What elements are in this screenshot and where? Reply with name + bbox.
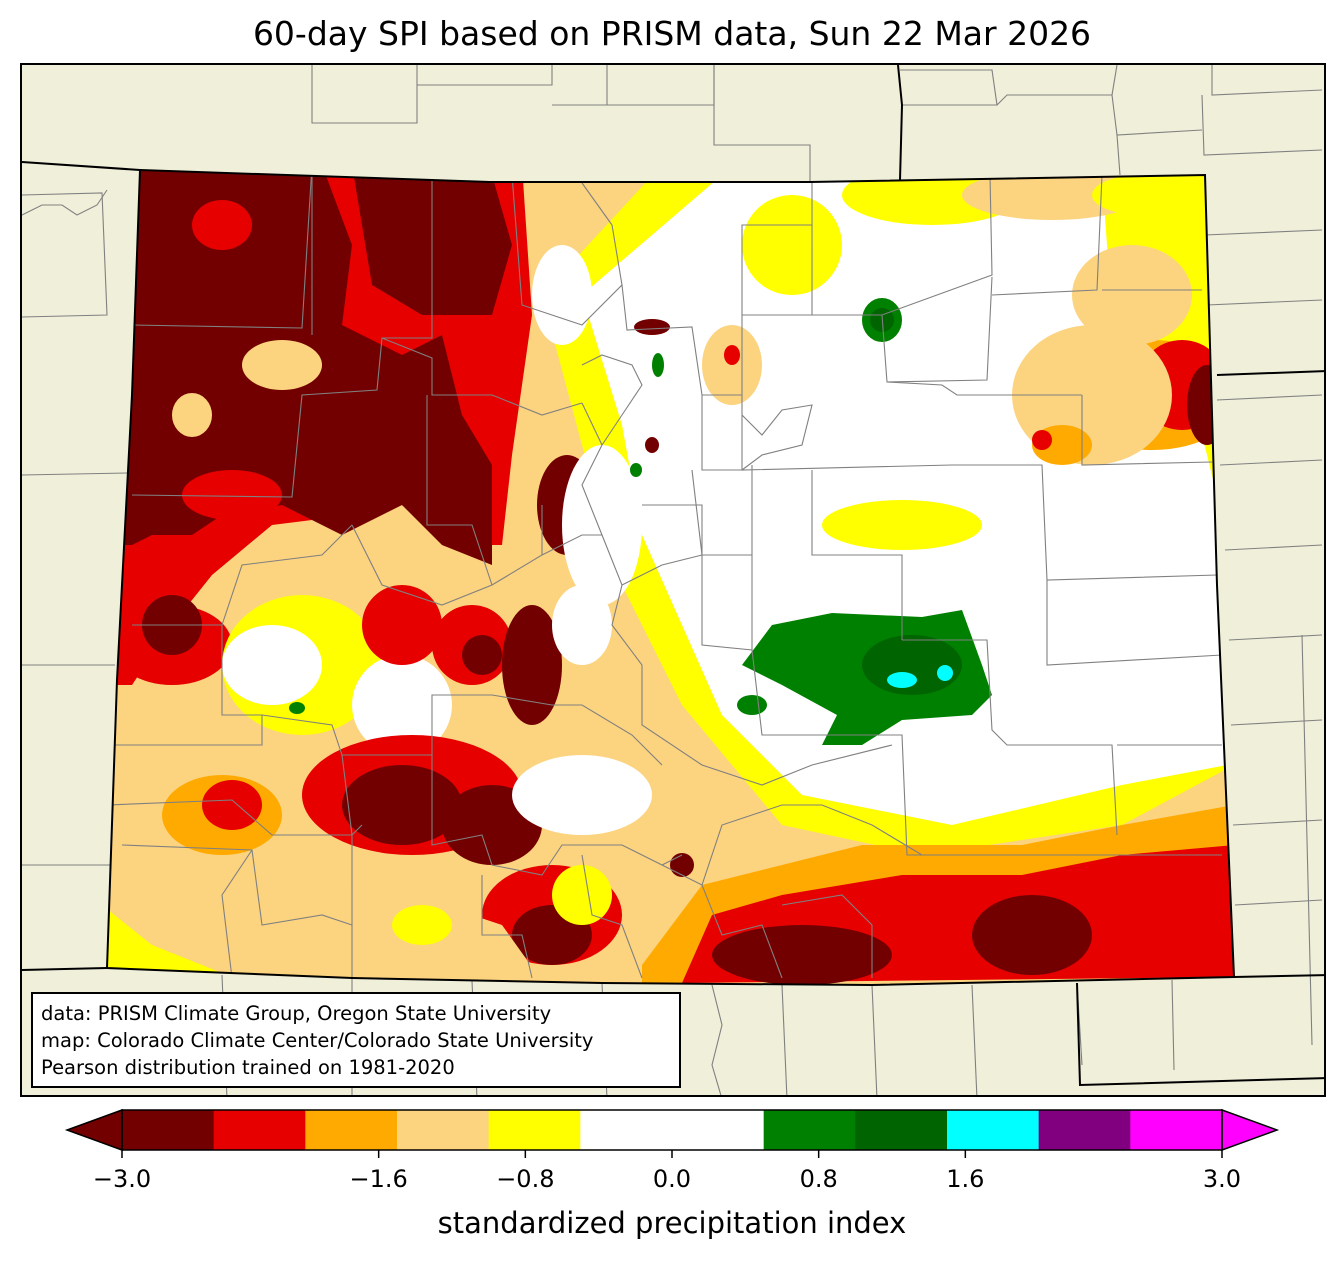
colorbar-segment	[397, 1110, 490, 1150]
colorbar-extend-high	[1221, 1108, 1280, 1152]
colorbar-segment	[947, 1110, 1040, 1150]
colorado-border	[105, 168, 1236, 987]
colorbar-tick-label: −0.8	[496, 1165, 554, 1193]
colorbar-segment	[1038, 1110, 1131, 1150]
state-boundaries	[22, 65, 1324, 1087]
map-title: 60-day SPI based on PRISM data, Sun 22 M…	[252, 14, 1092, 53]
colorbar-segment	[580, 1110, 673, 1150]
credit-line-data: data: PRISM Climate Group, Oregon State …	[41, 1002, 552, 1025]
colorado-county-lines	[107, 170, 1223, 979]
credit-line-map: map: Colorado Climate Center/Colorado St…	[41, 1029, 594, 1052]
colorbar: −3.0 −1.6 −0.8 0.0 0.8 1.6 3.0	[64, 1108, 1280, 1193]
colorbar-tick-label: 0.0	[653, 1165, 691, 1193]
credits-box: data: PRISM Climate Group, Oregon State …	[31, 992, 681, 1088]
colorbar-tick-label: −1.6	[350, 1165, 408, 1193]
colorbar-tick-label: 1.6	[946, 1165, 984, 1193]
map-frame	[20, 63, 1326, 1097]
colorbar-segment	[763, 1110, 856, 1150]
colorbar-extend-low	[64, 1108, 123, 1152]
spi-map	[22, 65, 1324, 1095]
colorbar-segment	[305, 1110, 398, 1150]
colorbar-segment	[213, 1110, 306, 1150]
colorbar-tick-label: 3.0	[1203, 1165, 1241, 1193]
colorbar-tick-label: 0.8	[800, 1165, 838, 1193]
colorbar-label: standardized precipitation index	[437, 1206, 907, 1240]
colorbar-tick-label: −3.0	[93, 1165, 151, 1193]
colorbar-segment	[855, 1110, 948, 1150]
colorbar-segment	[488, 1110, 581, 1150]
colorbar-segment	[122, 1110, 215, 1150]
colorbar-segment	[672, 1110, 765, 1150]
colorbar-segment	[1130, 1110, 1223, 1150]
spi-field	[107, 170, 1234, 985]
credit-line-method: Pearson distribution trained on 1981-202…	[41, 1056, 455, 1079]
